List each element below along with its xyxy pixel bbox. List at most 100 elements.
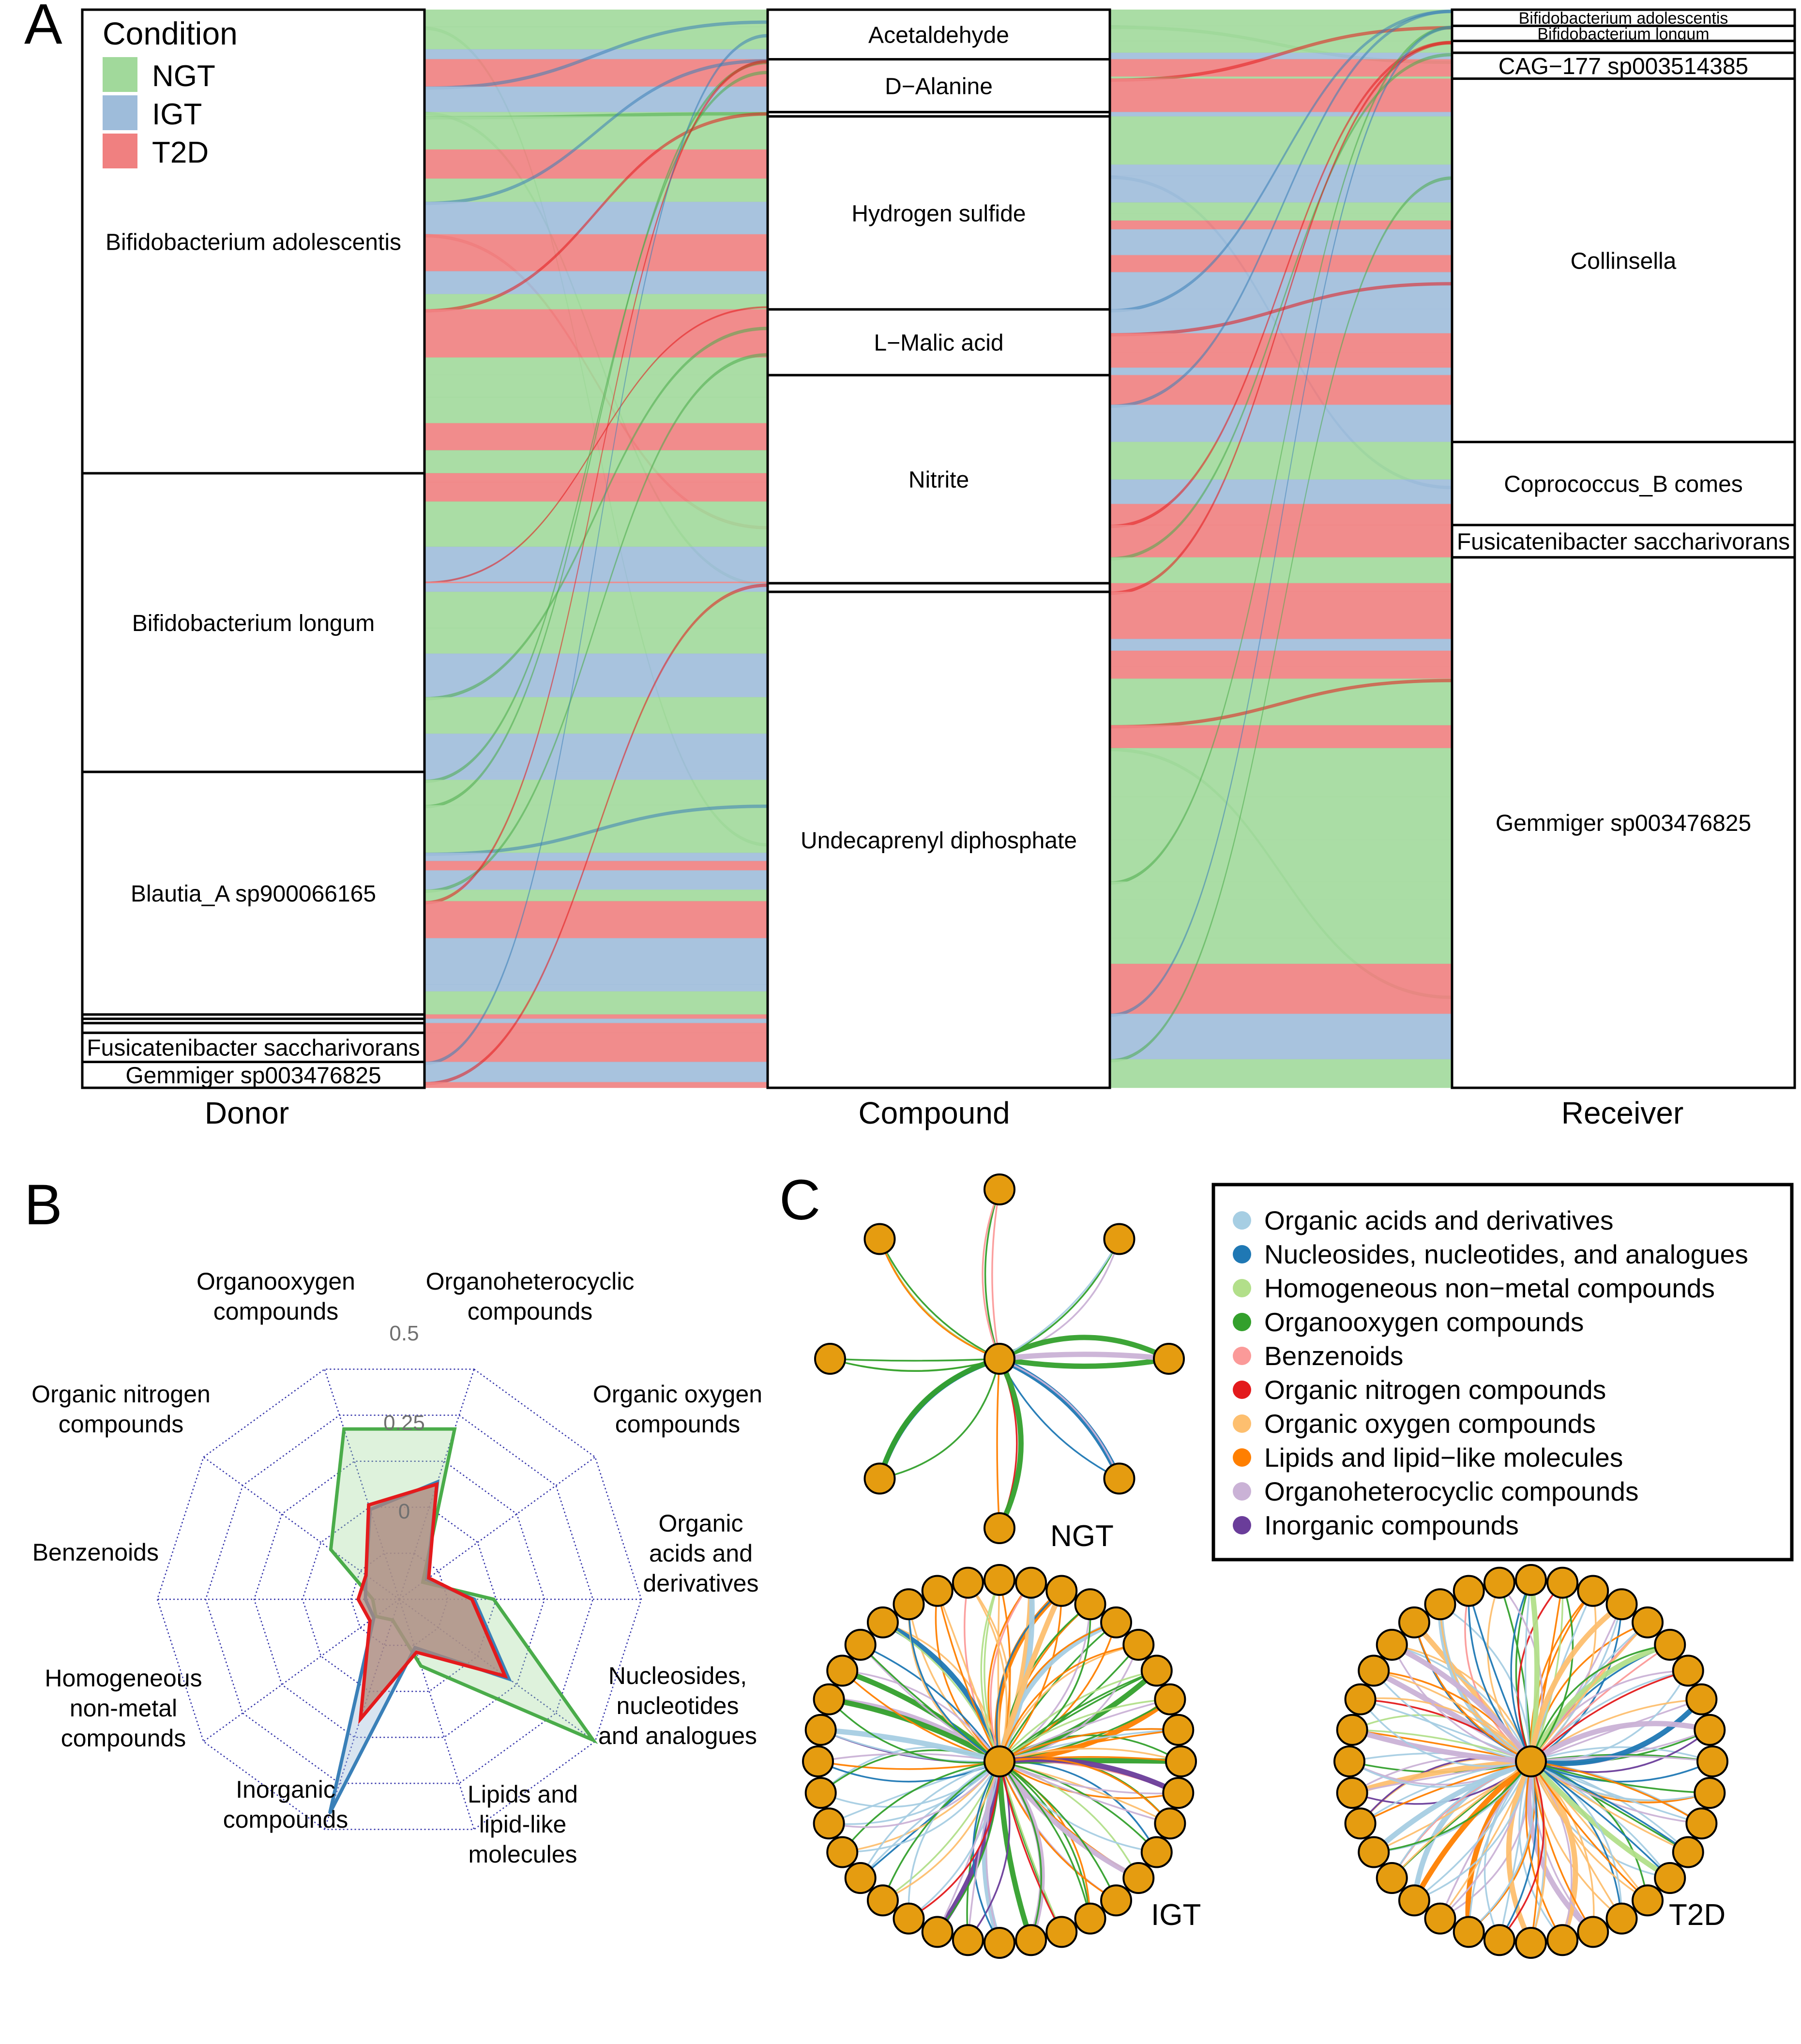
flow-donor-compound xyxy=(424,201,768,235)
network-edge xyxy=(1530,1760,1671,1879)
network-node xyxy=(1165,1745,1197,1777)
flow-donor-compound xyxy=(424,984,768,992)
network-node xyxy=(952,1566,984,1599)
network-node xyxy=(893,1902,925,1935)
network-edge xyxy=(999,1760,1117,1901)
flow-compound-receiver xyxy=(1109,78,1453,113)
flow-compound-receiver xyxy=(1109,175,1453,203)
network-edge xyxy=(999,1760,1170,1824)
network-edge xyxy=(1530,1582,1574,1762)
network-edge xyxy=(1412,1759,1533,1902)
flow-compound-receiver xyxy=(1109,796,1453,841)
network-edge xyxy=(882,1622,1000,1762)
network-node xyxy=(804,1777,837,1809)
network-node xyxy=(1696,1745,1728,1777)
network-node xyxy=(1398,1884,1430,1917)
network-edge xyxy=(820,1729,1000,1763)
network-edge xyxy=(1530,1761,1649,1901)
flow-compound-receiver xyxy=(1109,333,1453,352)
network-label-igt: IGT xyxy=(1151,1898,1201,1932)
network-node xyxy=(1685,1683,1718,1715)
network-node xyxy=(863,1462,896,1495)
network-node xyxy=(1515,1927,1547,1959)
panel-label-a: A xyxy=(24,0,62,56)
flow-donor-compound xyxy=(424,901,768,939)
network-label-t2d: T2D xyxy=(1669,1898,1725,1932)
network-node xyxy=(1515,1564,1547,1596)
network-edge xyxy=(982,1189,1000,1359)
stratum-receiver xyxy=(1451,77,1796,443)
flow-donor-compound xyxy=(424,771,768,781)
flow-compound-receiver xyxy=(1109,650,1453,667)
network-edge xyxy=(877,1356,1000,1480)
network-edge xyxy=(908,1760,1000,1919)
radar-scale-labels: 0 0.25 0.5 xyxy=(383,1322,425,1523)
network-edge xyxy=(1360,1698,1531,1762)
network-node xyxy=(1376,1628,1408,1661)
network-edge xyxy=(1528,1602,1623,1762)
network-node xyxy=(1605,1902,1638,1935)
network-edge xyxy=(1349,1760,1531,1788)
alluvial-chart: Bifidobacterium adolescentis Bifidobacter… xyxy=(81,8,1796,1130)
flow-donor-compound xyxy=(424,450,768,474)
network-edge xyxy=(999,1760,1091,1919)
network-node xyxy=(1336,1777,1368,1809)
legend-label-compound-class: Organic acids and derivatives xyxy=(1264,1205,1613,1235)
legend-label-compound-class: Nucleosides, nucleotides, and analogues xyxy=(1264,1239,1748,1269)
network-node xyxy=(1694,1713,1726,1746)
flow-compound-receiver xyxy=(1109,839,1453,882)
stratum-label-receiver: Bifidobacterium adolescentis xyxy=(1519,9,1728,28)
network-node xyxy=(1074,1902,1106,1935)
compound-class-legend: Organic acids and derivatives Nucleosides… xyxy=(1211,1183,1794,1562)
stratum-receiver xyxy=(1451,24,1796,43)
flow-compound-receiver xyxy=(1109,40,1453,53)
radar-series-t2d xyxy=(356,1482,508,1725)
network-edge xyxy=(1510,1579,1532,1762)
stratum-label-donor: Gemmiger sp003476825 xyxy=(125,1063,381,1089)
network-node xyxy=(1424,1588,1456,1621)
network-edge xyxy=(1529,1642,1671,1763)
legend-label-igt: IGT xyxy=(152,98,202,131)
network-edge xyxy=(999,1761,1062,1933)
network-edge xyxy=(1530,1669,1689,1762)
panel-label-b: B xyxy=(24,1173,62,1237)
flow-donor-compound xyxy=(424,852,768,862)
stratum-label-compound: Acetaldehyde xyxy=(868,23,1009,48)
network-node xyxy=(1453,1575,1485,1607)
flow-donor-compound xyxy=(424,1082,768,1088)
compound-class-legend-box xyxy=(1211,1183,1794,1562)
network-edge xyxy=(1351,1758,1531,1796)
network-edge xyxy=(1530,1761,1622,1920)
network-edge xyxy=(1468,1760,1532,1932)
network-edge xyxy=(1360,1698,1531,1767)
network-node xyxy=(1685,1807,1718,1840)
stratum-label-compound: Undecaprenyl diphosphate xyxy=(801,828,1077,854)
network-edge xyxy=(1529,1721,1710,1764)
radar-spoke xyxy=(203,1457,400,1600)
flow-compound-receiver xyxy=(1109,479,1453,505)
flow-donor-compound xyxy=(424,860,768,871)
radar-axis-label: Nucleosides, nucleotides and analogues xyxy=(598,1662,757,1749)
stratum-label-receiver: Fusicatenibacter saccharivorans xyxy=(1457,529,1790,555)
network-edge xyxy=(1413,1622,1531,1762)
flow-donor-compound xyxy=(424,583,768,592)
flow-compound-receiver xyxy=(1109,164,1453,177)
network-node xyxy=(1154,1807,1186,1840)
network-node xyxy=(1153,1343,1185,1375)
flow-donor-compound xyxy=(424,697,768,735)
legend-label-compound-class: Homogeneous non−metal compounds xyxy=(1264,1273,1715,1303)
network-node xyxy=(844,1862,877,1894)
network-node xyxy=(813,1683,845,1715)
network-node xyxy=(1100,1606,1133,1638)
legend-swatch-compound-class xyxy=(1233,1448,1251,1467)
radar-series xyxy=(328,1427,598,1814)
flow-donor-compound xyxy=(424,889,768,902)
network-edge xyxy=(999,1760,1179,1795)
radar-chart: 0 0.25 0.5 Organoheterocyclic compoundsOr… xyxy=(31,1268,762,1868)
flow-compound-receiver xyxy=(1109,666,1453,679)
flow-donor-compound xyxy=(424,234,768,272)
flow-compound-receiver xyxy=(1109,111,1453,117)
network-node xyxy=(1333,1745,1365,1777)
network-edge xyxy=(999,1761,1117,1901)
flow-compound-receiver xyxy=(1109,220,1453,230)
